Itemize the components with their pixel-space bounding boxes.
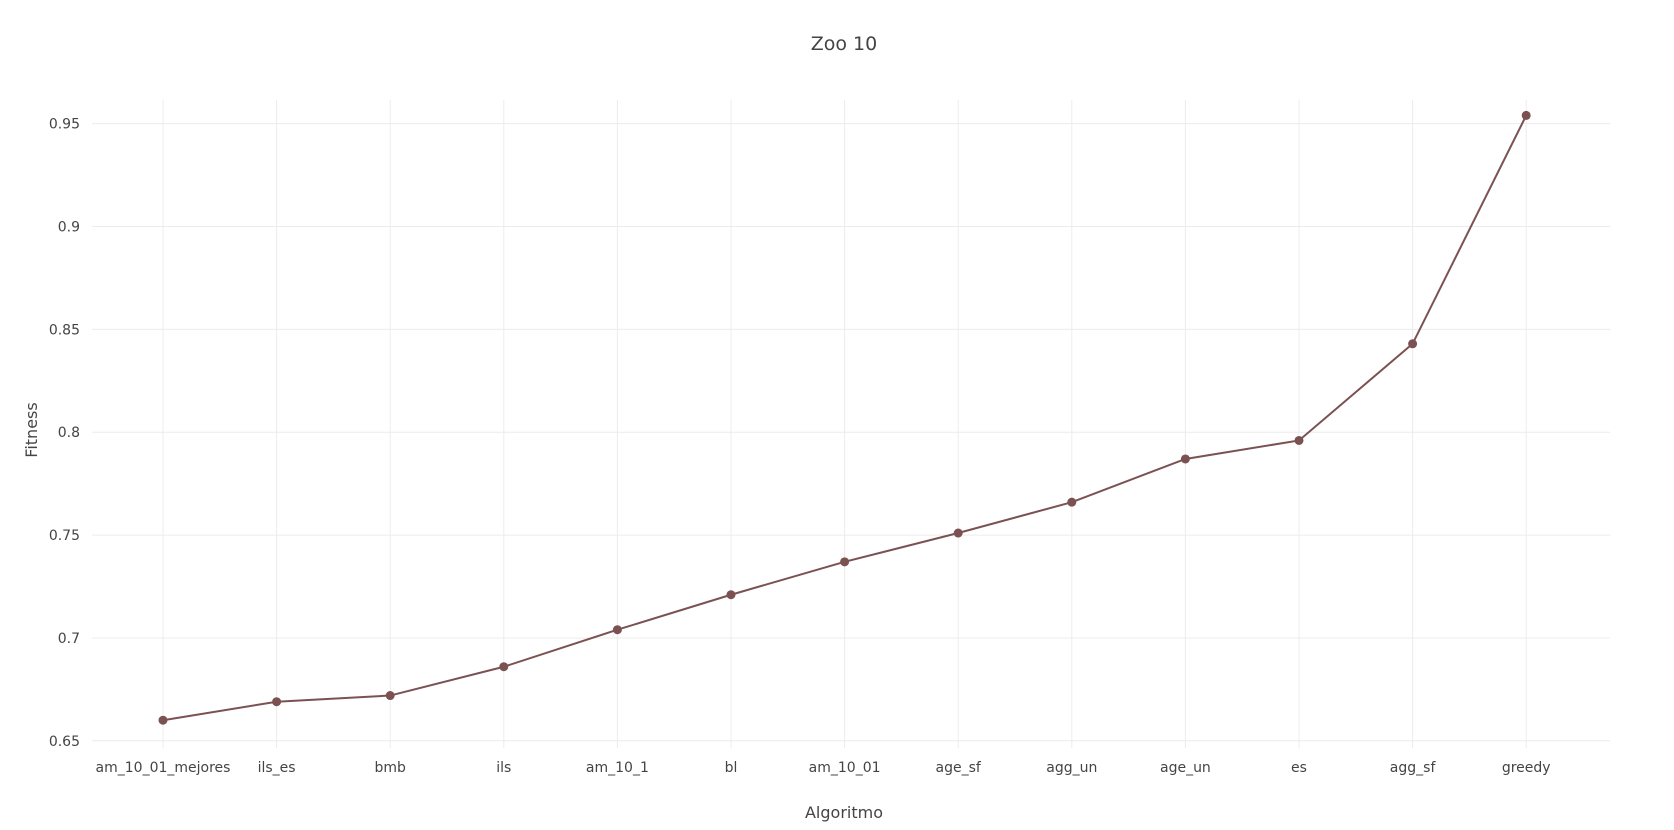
x-axis-ticks: am_10_01_mejores ils_es bmb ils am_10_1 bl am_… xyxy=(96,760,1551,776)
y-axis-ticks: 0.65 0.7 0.75 0.8 0.85 0.9 0.95 xyxy=(49,117,80,750)
x-tick-label: am_10_1 xyxy=(586,760,649,776)
x-axis-title: Algoritmo xyxy=(805,803,883,822)
chart-title: Zoo 10 xyxy=(811,33,877,55)
grid xyxy=(92,100,1610,748)
data-point[interactable] xyxy=(1521,110,1531,120)
data-point[interactable] xyxy=(272,697,282,707)
data-point[interactable] xyxy=(612,625,622,635)
data-point[interactable] xyxy=(158,715,168,725)
data-point[interactable] xyxy=(1067,497,1077,507)
data-point[interactable] xyxy=(1180,454,1190,464)
series xyxy=(158,110,1531,725)
x-tick-label: greedy xyxy=(1502,760,1551,776)
x-tick-label: bmb xyxy=(374,760,406,776)
y-tick-label: 0.7 xyxy=(58,631,80,647)
y-tick-label: 0.95 xyxy=(49,117,80,133)
y-tick-label: 0.85 xyxy=(49,322,80,338)
y-tick-label: 0.8 xyxy=(58,425,80,441)
x-tick-label: es xyxy=(1291,760,1307,776)
x-tick-label: age_sf xyxy=(936,760,982,776)
data-point[interactable] xyxy=(1408,339,1418,349)
x-tick-label: ils xyxy=(496,760,511,776)
y-axis-title: Fitness xyxy=(22,402,41,457)
x-tick-label: am_10_01 xyxy=(809,760,881,776)
data-point[interactable] xyxy=(840,557,850,567)
x-tick-label: am_10_01_mejores xyxy=(96,760,231,776)
data-point[interactable] xyxy=(385,691,395,701)
x-tick-label: agg_sf xyxy=(1390,760,1437,776)
data-point[interactable] xyxy=(726,590,736,600)
y-tick-label: 0.65 xyxy=(49,734,80,750)
x-tick-label: bl xyxy=(725,760,738,776)
data-point[interactable] xyxy=(499,662,509,672)
x-tick-label: ils_es xyxy=(258,760,296,776)
x-tick-label: age_un xyxy=(1160,760,1211,776)
x-tick-label: agg_un xyxy=(1046,760,1097,776)
data-point[interactable] xyxy=(953,528,963,538)
y-tick-label: 0.9 xyxy=(58,220,80,236)
y-tick-label: 0.75 xyxy=(49,528,80,544)
data-point[interactable] xyxy=(1294,435,1304,445)
